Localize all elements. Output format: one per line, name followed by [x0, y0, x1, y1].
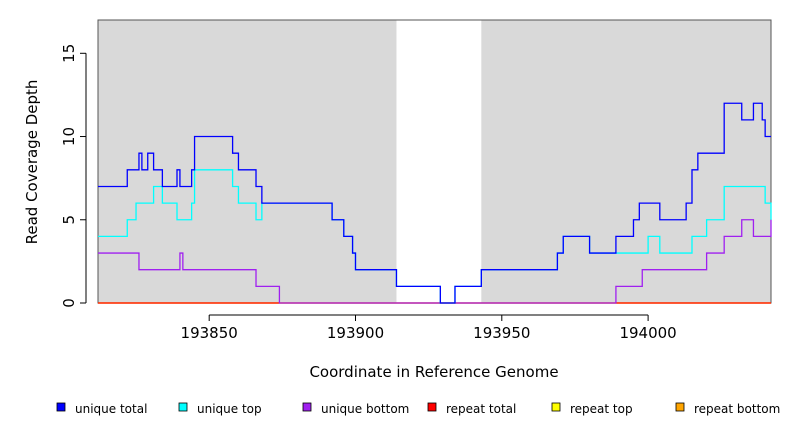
x-axis-title: Coordinate in Reference Genome [309, 363, 558, 381]
legend: unique total unique top unique bottom repea… [56, 402, 780, 416]
axes: 193850 193900 193950 194000 0 5 10 15 [60, 44, 677, 342]
y-axis-title: Read Coverage Depth [23, 80, 41, 245]
x-tick-label: 193950 [473, 324, 530, 342]
y-tick-label: 15 [60, 44, 78, 63]
legend-label-unique-total: unique total [75, 402, 147, 416]
legend-swatch-repeat-total [427, 402, 437, 412]
x-tick-label: 193850 [181, 324, 238, 342]
x-tick-label: 194000 [619, 324, 676, 342]
series-line-unique-total [98, 102, 771, 304]
shaded-regions [98, 20, 771, 303]
legend-swatch-unique-bottom [302, 402, 312, 412]
legend-swatch-unique-top [178, 402, 188, 412]
legend-label-unique-top: unique top [197, 402, 262, 416]
legend-swatch-unique-total [56, 402, 66, 412]
series-lines [98, 102, 772, 304]
y-tick-label: 5 [60, 215, 78, 225]
legend-swatch-repeat-bottom [675, 402, 685, 412]
legend-label-repeat-total: repeat total [446, 402, 516, 416]
legend-label-repeat-bottom: repeat bottom [694, 402, 780, 416]
y-tick-label: 0 [60, 298, 78, 308]
y-tick-label: 10 [60, 127, 78, 146]
legend-swatch-repeat-top [551, 402, 561, 412]
legend-label-repeat-top: repeat top [570, 402, 633, 416]
legend-label-unique-bottom: unique bottom [321, 402, 409, 416]
series-line-unique-bottom [98, 219, 772, 304]
shaded-region [98, 20, 397, 303]
shaded-region [481, 20, 771, 303]
x-tick-label: 193900 [327, 324, 384, 342]
